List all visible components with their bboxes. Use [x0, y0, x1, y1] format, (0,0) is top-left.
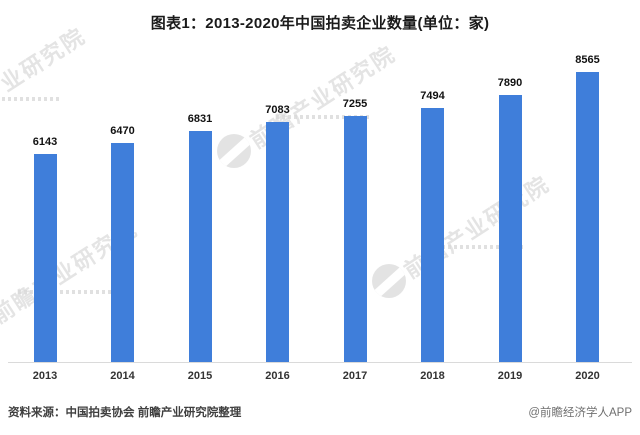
- bar-value-label-2015: 6831: [187, 113, 213, 125]
- bar-2019: [498, 95, 522, 362]
- bar-value-label-2020: 8565: [575, 54, 600, 66]
- bar-2013: [33, 154, 57, 362]
- watermark-logo-icon: [217, 134, 251, 168]
- watermark-text: 前瞻产业研究院: [0, 23, 91, 136]
- chart-title: 图表1：2013-2020年中国拍卖企业数量(单位：家): [150, 15, 490, 32]
- x-tick-label-2014: 2014: [110, 370, 135, 382]
- bar-2015: [188, 131, 212, 362]
- bar-2016: [266, 122, 289, 362]
- watermark-logo-icon: [372, 264, 406, 298]
- bar-value-label-2013: 6143: [32, 136, 58, 148]
- source-note: 资料来源：中国拍卖协会 前瞻产业研究院整理: [8, 407, 242, 419]
- bar-value-label-2019: 7890: [497, 77, 523, 89]
- bar-2020: [576, 72, 599, 362]
- x-tick-label-2016: 2016: [265, 370, 290, 382]
- x-tick-label-2019: 2019: [497, 370, 523, 382]
- bar-value-label-2016: 7083: [265, 104, 290, 116]
- x-tick-label-2017: 2017: [342, 370, 368, 382]
- watermark-unit: 前瞻产业研究院: [0, 23, 96, 135]
- bar-value-label-2018: 7494: [420, 90, 445, 102]
- credit-note: @前瞻经济学人APP: [528, 407, 632, 419]
- watermark-subtext-line: [18, 290, 114, 294]
- bar-value-label-2014: 6470: [110, 125, 135, 137]
- bar-value-label-2017: 7255: [342, 98, 368, 110]
- x-tick-label-2015: 2015: [187, 370, 213, 382]
- x-tick-label-2013: 2013: [32, 370, 58, 382]
- watermark-subtext-line: [0, 97, 62, 101]
- bar-2017: [343, 116, 367, 362]
- x-tick-label-2020: 2020: [575, 370, 600, 382]
- watermark-unit: 前瞻产业研究院: [392, 171, 560, 283]
- bar-2018: [421, 108, 444, 362]
- x-tick-label-2018: 2018: [420, 370, 445, 382]
- bar-2014: [111, 143, 134, 362]
- x-axis-line: [8, 362, 632, 363]
